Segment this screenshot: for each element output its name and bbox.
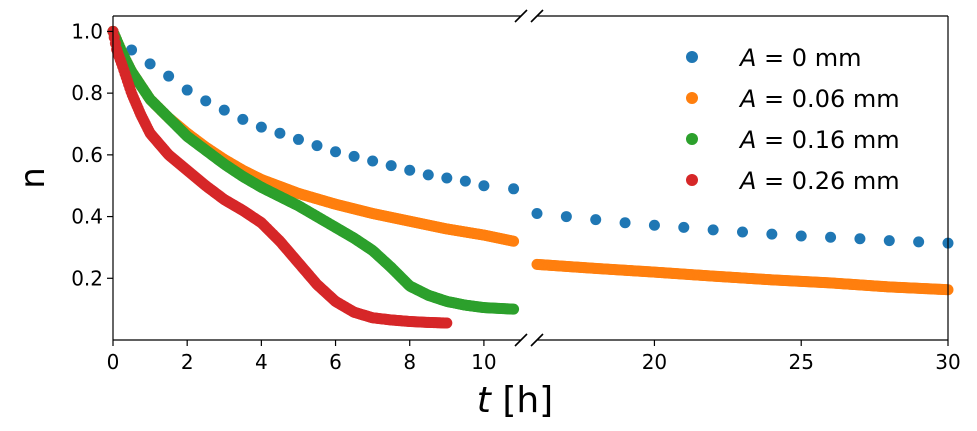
data-point <box>144 58 156 70</box>
data-point <box>311 140 323 152</box>
legend-marker-2 <box>686 133 698 145</box>
series-3 <box>107 25 453 329</box>
legend-label-value: = 0.16 mm <box>756 126 899 154</box>
x-tick-label: 2 <box>181 350 194 374</box>
data-marks <box>107 25 954 329</box>
x-tick-label: 20 <box>642 350 667 374</box>
data-point <box>348 150 360 162</box>
legend-label-variable: A <box>738 167 756 195</box>
legend-label-value: = 0.26 mm <box>756 167 899 195</box>
legend-label-value: = 0.06 mm <box>756 85 899 113</box>
series-2 <box>107 25 520 315</box>
data-point <box>441 317 453 329</box>
data-point <box>459 175 471 187</box>
data-point <box>737 226 748 238</box>
data-point <box>422 169 434 181</box>
x-tick-label: 4 <box>255 350 268 374</box>
legend-label-2: A = 0.16 mm <box>738 126 900 154</box>
legend-marker-0 <box>686 51 698 63</box>
y-axis-label: n <box>13 167 53 189</box>
x-tick-label: 10 <box>471 350 496 374</box>
data-point <box>766 228 778 240</box>
data-point <box>883 235 895 247</box>
data-point <box>531 207 543 219</box>
data-point <box>508 235 520 247</box>
axes: 0.2 0.4 0.6 0.8 1.0 0 2 4 6 8 10 20 25 30 n t [h] <box>13 9 961 421</box>
legend-label-0: A = 0 mm <box>738 44 861 72</box>
y-tick-label: 0.8 <box>71 81 103 105</box>
data-point <box>274 127 286 139</box>
legend-label-variable: A <box>738 126 756 154</box>
data-point <box>560 211 572 223</box>
x-tick-label: 30 <box>935 350 960 374</box>
legend: A = 0 mmA = 0.06 mmA = 0.16 mmA = 0.26 m… <box>686 44 900 195</box>
data-point <box>163 70 175 82</box>
data-point <box>508 183 520 195</box>
data-point <box>508 303 520 315</box>
x-tick-label: 0 <box>107 350 120 374</box>
data-point <box>619 217 631 229</box>
axis-break-mark <box>530 9 544 23</box>
data-point <box>441 172 453 184</box>
axis-break-mark <box>514 333 528 347</box>
data-point <box>330 146 342 158</box>
y-tick-label: 1.0 <box>71 19 103 43</box>
legend-label-variable: A <box>738 44 756 72</box>
data-point <box>590 214 602 226</box>
legend-label-variable: A <box>738 85 756 113</box>
y-tick-label: 0.6 <box>71 143 103 167</box>
x-axis-label-unit: [h] <box>491 380 553 421</box>
data-point <box>707 224 719 236</box>
data-point <box>795 230 807 242</box>
legend-label-value: = 0 mm <box>756 44 861 72</box>
data-point <box>825 231 837 243</box>
x-tick-label: 25 <box>788 350 813 374</box>
data-point <box>237 113 249 125</box>
data-point <box>200 95 212 107</box>
x-axis-label: t [h] <box>477 380 553 421</box>
legend-label-1: A = 0.06 mm <box>738 85 900 113</box>
x-tick-label: 8 <box>403 350 416 374</box>
data-point <box>478 180 490 192</box>
data-point <box>292 133 304 145</box>
data-point <box>385 160 397 172</box>
x-tick-label: 6 <box>329 350 342 374</box>
data-point <box>913 236 925 248</box>
data-point <box>218 104 230 116</box>
data-point <box>678 221 690 233</box>
legend-marker-1 <box>686 92 698 104</box>
data-point <box>126 44 138 56</box>
y-tick-label: 0.2 <box>71 266 103 290</box>
data-point <box>854 233 866 245</box>
y-tick-label: 0.4 <box>71 205 103 229</box>
data-point <box>648 219 660 231</box>
data-point <box>367 155 379 167</box>
data-point <box>181 84 193 96</box>
axis-break-mark <box>514 9 528 23</box>
legend-marker-3 <box>686 174 698 186</box>
data-point <box>255 121 267 133</box>
x-axis-label-variable: t <box>477 380 493 421</box>
data-point <box>404 164 416 176</box>
legend-label-3: A = 0.26 mm <box>738 167 900 195</box>
axis-break-mark <box>530 333 544 347</box>
